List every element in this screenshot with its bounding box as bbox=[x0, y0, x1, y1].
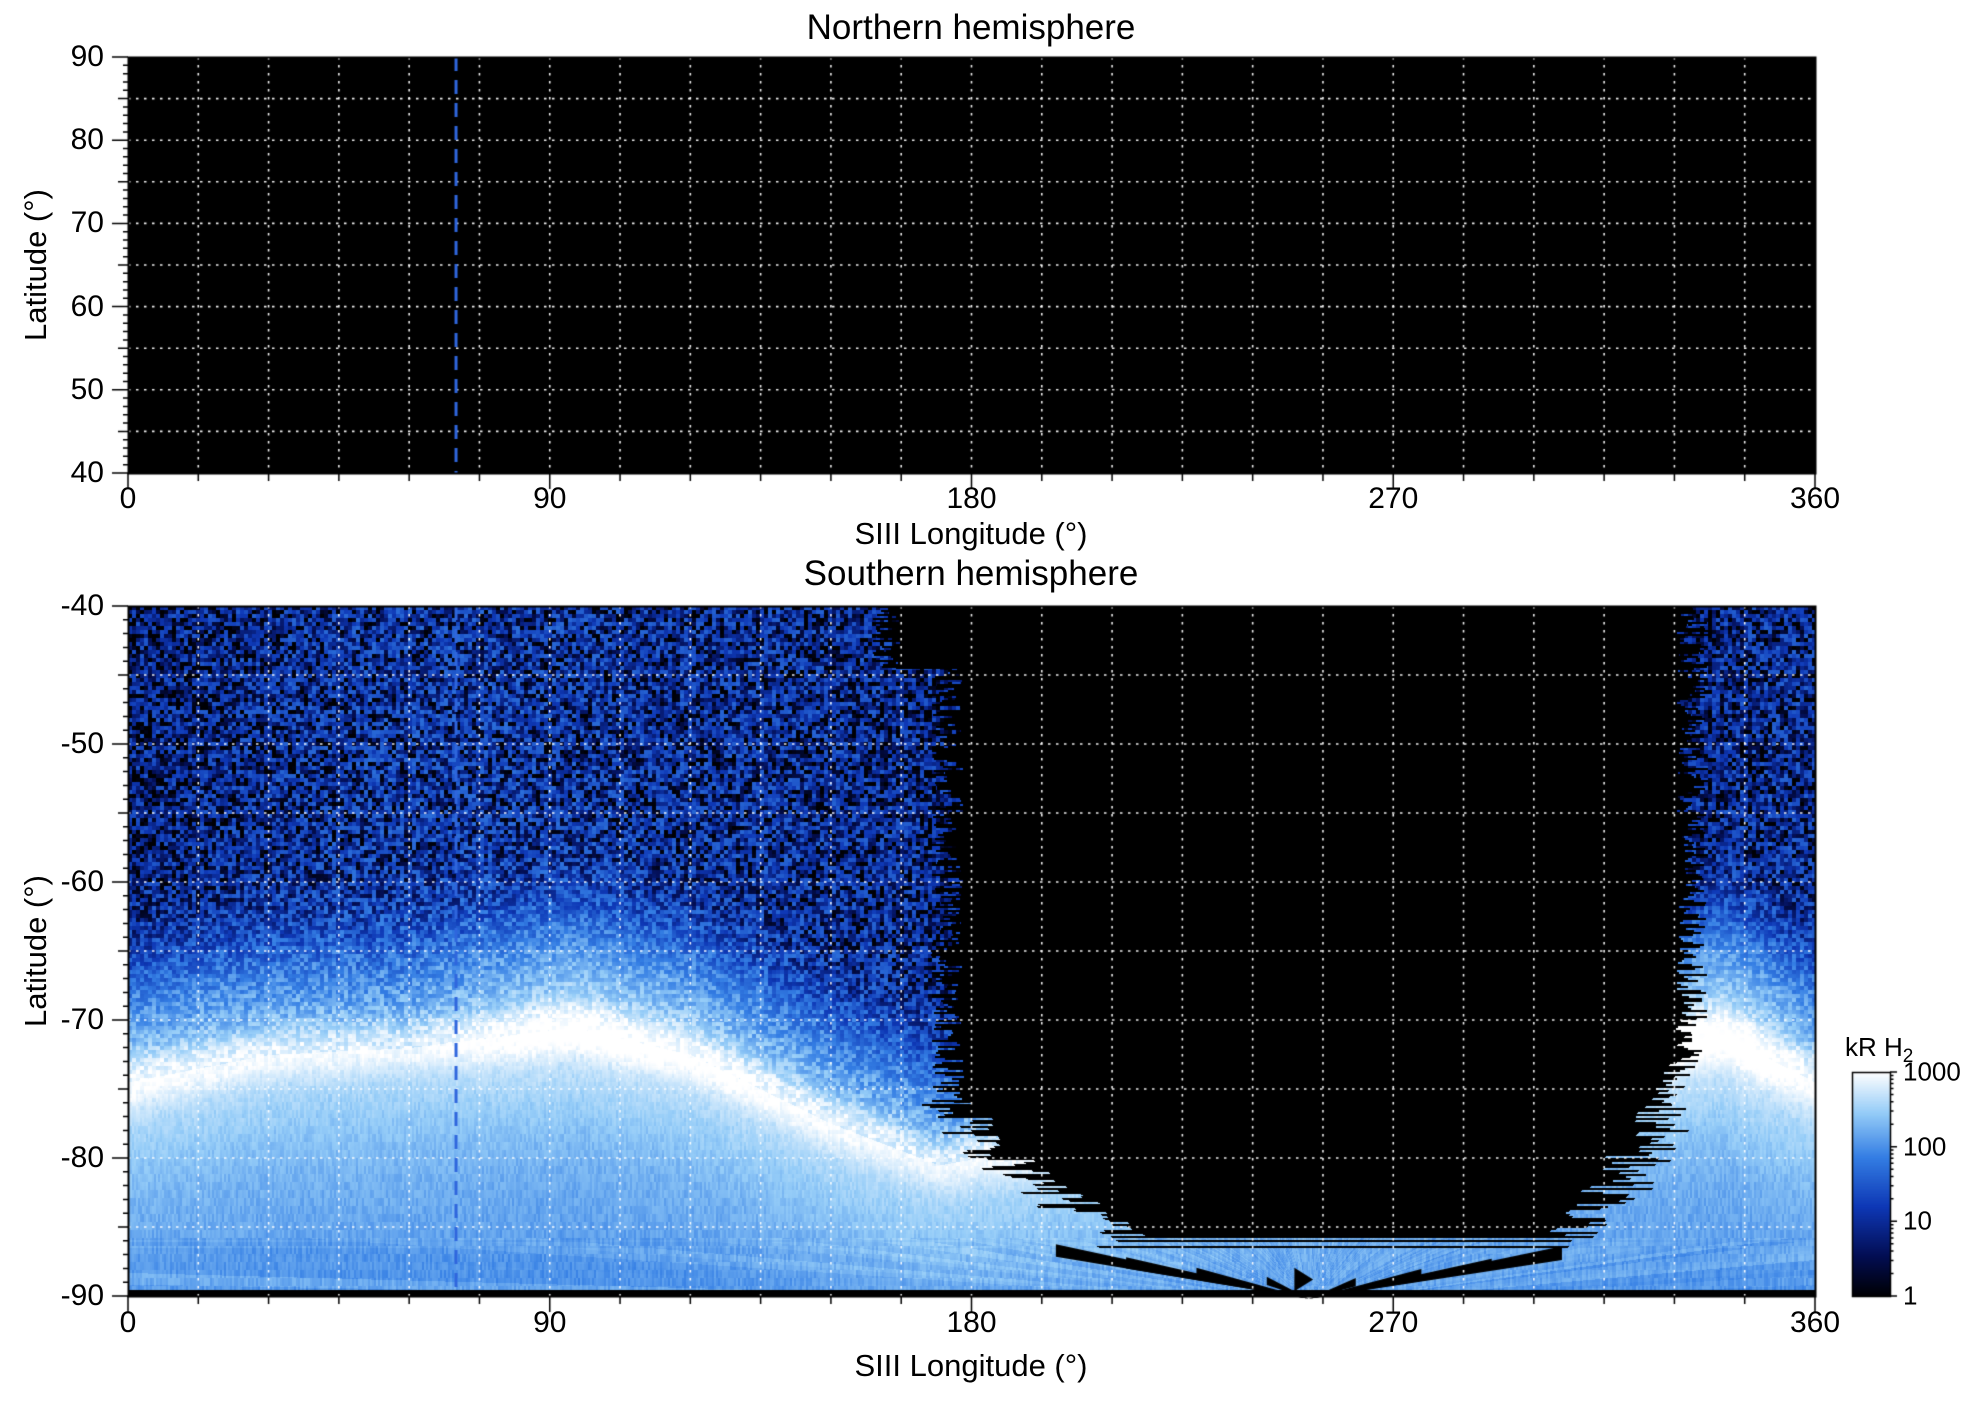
south-x-tick-label: 180 bbox=[946, 1306, 997, 1339]
south-x-tick-label: 360 bbox=[1789, 1306, 1841, 1339]
south-x-tick-label: 0 bbox=[119, 1306, 137, 1339]
colorbar-label-subscript: 2 bbox=[1902, 1046, 1914, 1068]
north-y-tick-label: 40 bbox=[70, 456, 104, 489]
north-y-tick-label: 80 bbox=[70, 123, 104, 157]
north-x-tick-label: 0 bbox=[119, 482, 137, 515]
south-y-tick-label: -80 bbox=[60, 1141, 104, 1174]
south-y-tick-label: -70 bbox=[60, 1003, 104, 1036]
south-x-tick-label: 90 bbox=[533, 1306, 567, 1339]
south-x-axis-label: SIII Longitude (°) bbox=[854, 1348, 1088, 1383]
colorbar-tick-label: 100 bbox=[1903, 1131, 1947, 1162]
south-y-tick-label: -90 bbox=[60, 1279, 104, 1312]
north-y-axis-label: Latitude (°) bbox=[18, 189, 53, 341]
colorbar-label: kR H2 bbox=[1845, 1032, 1913, 1068]
north-y-tick-label: 50 bbox=[70, 372, 104, 406]
north-x-tick-label: 360 bbox=[1789, 482, 1841, 515]
south-y-tick-label: -50 bbox=[60, 727, 104, 760]
north-panel-title: Northern hemisphere bbox=[806, 8, 1136, 47]
south-y-tick-label: -60 bbox=[60, 865, 104, 898]
north-y-tick-label: 70 bbox=[70, 206, 104, 240]
colorbar-label-text: kR H bbox=[1845, 1032, 1903, 1062]
colorbar-tick-label: 10 bbox=[1903, 1205, 1932, 1236]
north-x-tick-label: 180 bbox=[946, 482, 997, 515]
colorbar-tick-label: 1000 bbox=[1903, 1056, 1961, 1087]
north-x-tick-label: 90 bbox=[533, 482, 567, 515]
north-x-axis-label: SIII Longitude (°) bbox=[854, 516, 1088, 551]
south-panel-title: Southern hemisphere bbox=[803, 554, 1139, 593]
north-y-tick-label: 90 bbox=[70, 40, 104, 73]
south-y-tick-label: -40 bbox=[60, 589, 104, 622]
south-y-axis-label: Latitude (°) bbox=[18, 875, 53, 1027]
south-x-tick-label: 270 bbox=[1368, 1306, 1419, 1339]
colorbar-tick-label: 1 bbox=[1903, 1280, 1918, 1311]
north-y-tick-label: 60 bbox=[70, 289, 104, 323]
north-x-tick-label: 270 bbox=[1368, 482, 1419, 515]
